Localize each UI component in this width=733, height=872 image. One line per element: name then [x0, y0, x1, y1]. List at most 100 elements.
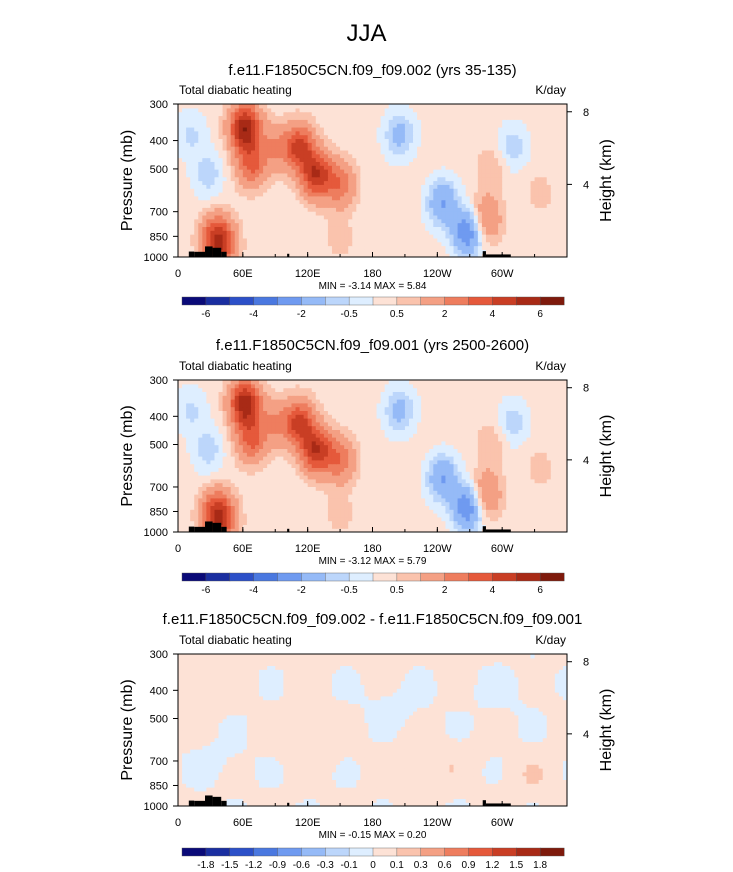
- field-cell: [194, 188, 199, 193]
- field-cell: [267, 222, 272, 227]
- field-cell: [206, 226, 212, 231]
- field-cell: [388, 203, 394, 208]
- field-cell: [364, 161, 370, 166]
- field-cell: [214, 176, 220, 182]
- field-cell: [198, 214, 203, 220]
- field-cell: [303, 149, 309, 155]
- field-cell: [186, 126, 191, 132]
- field-cell: [238, 218, 244, 224]
- field-cell: [498, 509, 503, 514]
- field-cell: [344, 146, 349, 151]
- field-cell: [315, 214, 321, 220]
- field-cell: [530, 494, 536, 499]
- field-cell: [425, 134, 430, 140]
- field-cell: [562, 520, 567, 525]
- field-cell: [433, 176, 438, 182]
- field-cell: [291, 249, 297, 254]
- y-tick-label: 400: [150, 136, 168, 148]
- right-axis-label: Height (km): [598, 139, 615, 222]
- field-cell: [214, 146, 220, 151]
- field-cell: [206, 157, 212, 162]
- field-cell: [542, 104, 548, 109]
- field-cell: [453, 222, 459, 227]
- field-cell: [323, 180, 329, 185]
- field-cell: [194, 153, 199, 159]
- field-cell: [323, 203, 329, 208]
- field-cell: [194, 218, 199, 224]
- field-cell: [392, 241, 398, 247]
- field-cell: [279, 184, 284, 189]
- field-cell: [465, 218, 471, 224]
- field-cell: [534, 191, 540, 197]
- field-cell: [554, 111, 560, 117]
- field-cell: [206, 188, 212, 193]
- field-cell: [558, 195, 564, 201]
- field-cell: [421, 107, 426, 113]
- field-cell: [352, 494, 357, 499]
- field-cell: [186, 161, 191, 166]
- field-cell: [368, 157, 374, 162]
- field-cell: [534, 203, 540, 208]
- field-cell: [441, 524, 447, 529]
- field-cell: [348, 165, 353, 170]
- field-cell: [473, 138, 479, 143]
- field-cell: [218, 211, 224, 216]
- field-cell: [271, 169, 276, 174]
- field-cell: [506, 490, 511, 495]
- field-cell: [449, 214, 455, 220]
- field-cell: [514, 130, 519, 136]
- field-cell: [404, 230, 410, 235]
- field-cell: [327, 524, 333, 529]
- field-cell: [259, 146, 264, 151]
- field-cell: [194, 199, 199, 205]
- field-cell: [538, 149, 544, 155]
- field-cell: [344, 138, 349, 143]
- field-cell: [457, 188, 463, 193]
- field-cell: [323, 104, 329, 109]
- field-cell: [259, 138, 264, 143]
- field-cell: [534, 241, 540, 247]
- field-cell: [307, 111, 313, 117]
- field-cell: [340, 188, 345, 193]
- field-cell: [477, 214, 483, 220]
- field-cell: [437, 115, 442, 120]
- field-cell: [352, 497, 357, 503]
- field-cell: [360, 191, 365, 197]
- field-cell: [246, 149, 252, 155]
- field-cell: [510, 513, 515, 518]
- field-cell: [425, 214, 430, 220]
- field-cell: [182, 138, 187, 143]
- field-cell: [522, 524, 528, 529]
- field-cell: [453, 126, 459, 132]
- field-cell: [246, 165, 252, 170]
- field-cell: [494, 146, 499, 151]
- field-cell: [562, 237, 567, 243]
- field-cell: [291, 199, 297, 205]
- field-cell: [546, 126, 552, 132]
- field-cell: [445, 153, 451, 159]
- field-cell: [510, 218, 515, 224]
- field-cell: [449, 249, 455, 254]
- field-cell: [307, 490, 313, 495]
- field-cell: [182, 203, 187, 208]
- field-cell: [307, 165, 313, 170]
- field-cell: [457, 207, 463, 212]
- field-cell: [417, 191, 422, 197]
- field-cell: [340, 497, 345, 503]
- field-cell: [461, 528, 467, 532]
- field-cell: [311, 214, 317, 220]
- field-cell: [190, 142, 195, 147]
- field-cell: [465, 111, 471, 117]
- field-cell: [400, 249, 406, 254]
- field-cell: [530, 111, 536, 117]
- field-cell: [311, 188, 317, 193]
- field-cell: [242, 234, 248, 239]
- field-cell: [494, 234, 499, 239]
- field-cell: [344, 165, 349, 170]
- field-cell: [473, 214, 479, 220]
- field-cell: [360, 169, 365, 174]
- field-cell: [429, 191, 434, 197]
- field-cell: [210, 237, 216, 243]
- field-cell: [287, 501, 293, 506]
- field-cell: [295, 195, 301, 201]
